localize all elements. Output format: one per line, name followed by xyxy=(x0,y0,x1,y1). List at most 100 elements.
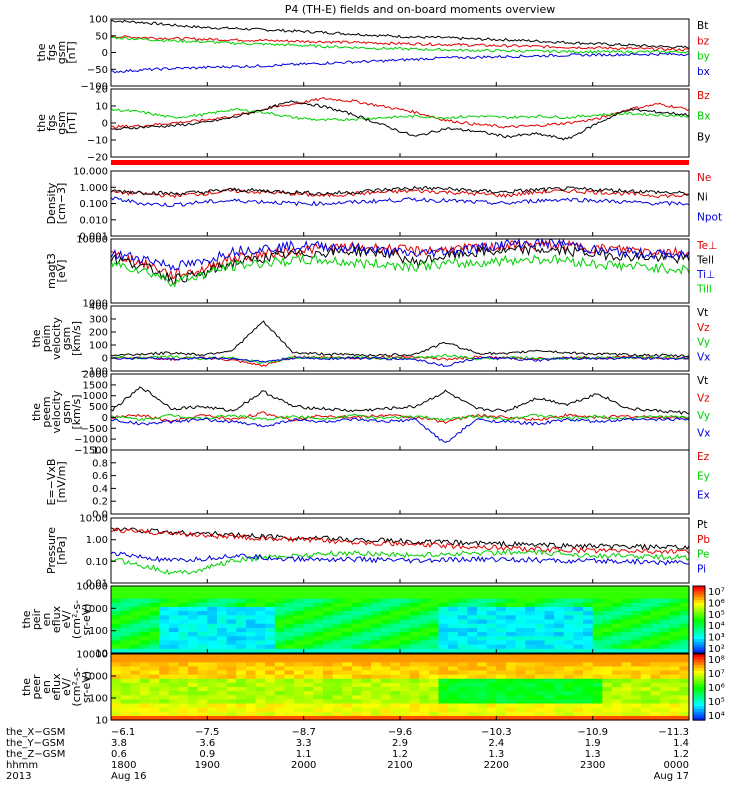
spectrogram-cell xyxy=(313,590,324,595)
colorbar-tick-label: 10⁸ xyxy=(708,655,725,666)
spectrogram-cell xyxy=(621,707,632,713)
spectrogram-cell xyxy=(419,594,430,600)
spectrogram-cell xyxy=(217,711,228,717)
spectrogram-cell xyxy=(361,586,372,591)
spectrogram-cell xyxy=(583,590,594,595)
spectrogram-cell xyxy=(245,691,257,696)
spectrogram-cell xyxy=(178,678,189,684)
spectrogram-cell xyxy=(294,670,305,676)
spectrogram-cell xyxy=(168,695,179,700)
spectrogram-cell xyxy=(486,707,497,713)
spectrogram-cell xyxy=(457,691,468,696)
spectrogram-cell xyxy=(592,678,603,684)
spectrogram-cell xyxy=(178,703,189,709)
spectrogram-cell xyxy=(621,627,632,633)
spectrogram-cell xyxy=(313,636,324,642)
spectrogram-cell xyxy=(207,691,218,696)
spectrogram-cell xyxy=(111,654,122,659)
spectrogram-cell xyxy=(669,682,680,688)
spectrogram-cell xyxy=(188,640,199,646)
spectrogram-cell xyxy=(486,594,497,600)
spectrogram-cell xyxy=(159,640,170,646)
spectrogram-cell xyxy=(159,590,170,595)
spectrogram-cell xyxy=(506,687,517,692)
spectrogram-cell xyxy=(168,662,179,667)
spectrogram-cell xyxy=(573,707,584,713)
spectrogram-cell xyxy=(284,648,295,654)
spectrogram-cell xyxy=(515,636,526,642)
spectrogram-cell xyxy=(660,658,671,663)
spectrogram-cell xyxy=(496,715,507,721)
spectrogram-cell xyxy=(255,670,266,676)
spectrogram-cell xyxy=(419,648,430,654)
spectrogram-cell xyxy=(592,691,603,696)
spectrogram-cell xyxy=(294,623,305,629)
spectrogram-cell xyxy=(159,715,170,721)
spectrogram-cell xyxy=(506,666,517,672)
spectrogram-cell xyxy=(351,594,362,600)
spectrogram-cell xyxy=(448,598,459,604)
spectrogram-cell xyxy=(120,611,131,616)
spectrogram-cell xyxy=(515,611,526,616)
spectrogram-cell xyxy=(111,636,122,642)
spectrogram-cell xyxy=(506,654,517,659)
y-tick-label: 400 xyxy=(89,302,108,313)
spectrogram-cell xyxy=(361,627,372,633)
spectrogram-cell xyxy=(284,623,295,629)
spectrogram-cell xyxy=(111,590,122,595)
spectrogram-cell xyxy=(457,658,468,663)
spectrogram-cell xyxy=(650,632,661,637)
spectrogram-cell xyxy=(650,658,661,663)
spectrogram-cell xyxy=(322,658,334,663)
spectrogram-cell xyxy=(188,627,199,633)
spectrogram-cell xyxy=(534,662,546,667)
spectrogram-cell xyxy=(207,590,218,595)
spectrogram-cell xyxy=(217,670,228,676)
spectrogram-cell xyxy=(563,715,574,721)
spectrogram-cell xyxy=(332,703,343,709)
spectrogram-cell xyxy=(188,662,199,667)
spectrogram-cell xyxy=(631,648,642,654)
colorbar-cell xyxy=(693,647,705,651)
spectrogram-cell xyxy=(486,606,497,612)
spectrogram-cell xyxy=(390,627,401,633)
spectrogram-cell xyxy=(361,611,372,616)
colorbar-cell xyxy=(693,684,705,688)
spectrogram-cell xyxy=(534,615,546,621)
spectrogram-cell xyxy=(428,598,440,604)
spectrogram-cell xyxy=(149,687,160,692)
spectrogram-cell xyxy=(294,615,305,621)
spectrogram-cell xyxy=(428,670,440,676)
spectrogram-cell xyxy=(342,619,353,625)
spectrogram-cell xyxy=(496,636,507,642)
spectrogram-cell xyxy=(274,715,285,721)
spectrogram-cell xyxy=(631,691,642,696)
spectrogram-cell xyxy=(284,627,295,633)
spectrogram-cell xyxy=(313,707,324,713)
spectrogram-cell xyxy=(188,654,199,659)
spectrogram-cell xyxy=(245,670,257,676)
spectrogram-cell xyxy=(197,707,208,713)
spectrogram-cell xyxy=(322,711,334,717)
spectrogram-cell xyxy=(313,662,324,667)
spectrogram-cell xyxy=(467,703,478,709)
spectrogram-cell xyxy=(361,670,372,676)
spectrogram-cell xyxy=(602,703,613,709)
spectrogram-cell xyxy=(380,590,391,595)
spectrogram-cell xyxy=(159,674,170,680)
spectrogram-cell xyxy=(390,619,401,625)
spectrogram-cell xyxy=(217,606,228,612)
spectrogram-cell xyxy=(650,594,661,600)
spectrogram-cell xyxy=(477,606,488,612)
spectrogram-cell xyxy=(168,615,179,621)
spectrogram-cell xyxy=(351,715,362,721)
spectrogram-cell xyxy=(400,598,411,604)
spectrogram-cell xyxy=(130,670,141,676)
spectrogram-cell xyxy=(640,606,651,612)
spectrogram-cell xyxy=(660,611,671,616)
spectrogram-cell xyxy=(515,632,526,637)
spectrogram-cell xyxy=(419,682,430,688)
spectrogram-cell xyxy=(351,687,362,692)
spectrogram-cell xyxy=(332,590,343,595)
